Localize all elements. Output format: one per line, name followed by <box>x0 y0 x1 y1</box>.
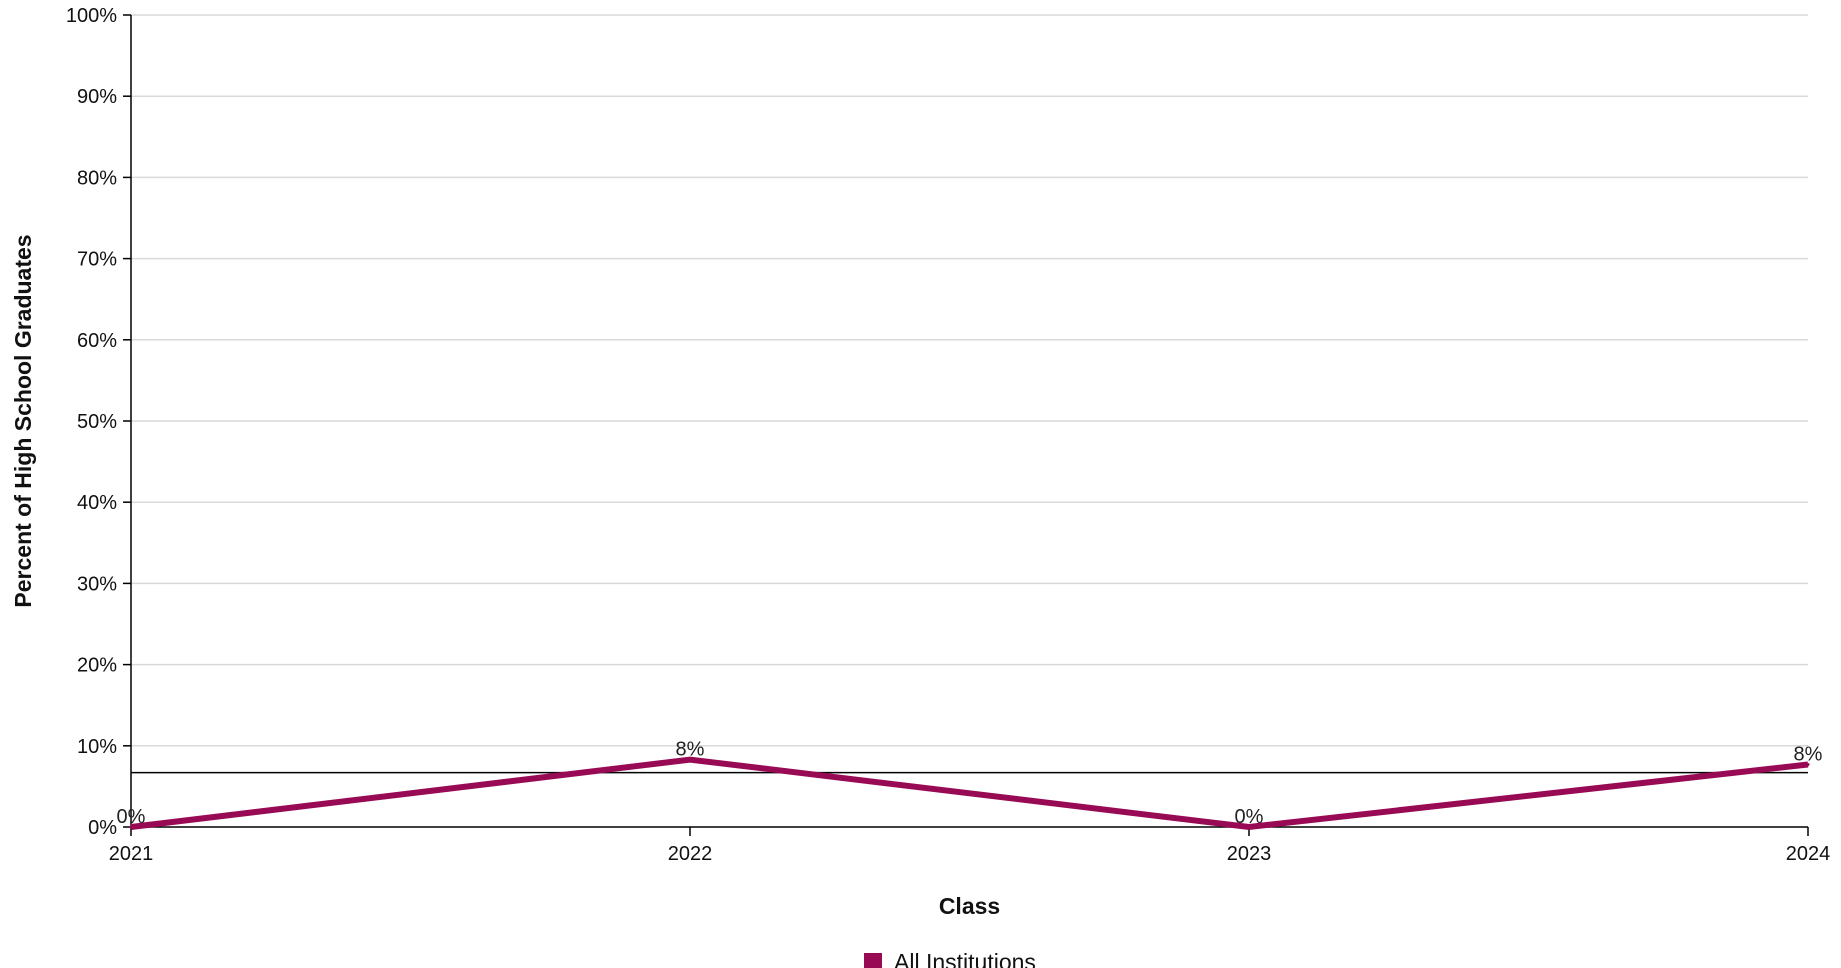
data-label: 8% <box>676 739 705 761</box>
data-label: 0% <box>1235 806 1264 828</box>
y-tick-label: 0% <box>88 817 117 839</box>
x-tick-label: 2021 <box>109 843 154 865</box>
y-tick-label: 10% <box>77 736 117 758</box>
data-label: 8% <box>1794 743 1823 765</box>
data-label: 0% <box>117 806 146 828</box>
data-labels: 0% 8% 0% 8% <box>117 739 1823 828</box>
x-axis-title: Class <box>939 893 1000 919</box>
legend-swatch <box>864 953 882 968</box>
series-line <box>131 760 1808 827</box>
x-axis: 2021 2022 2023 2024 <box>109 827 1831 865</box>
x-tick-label: 2022 <box>668 843 713 865</box>
series-layer <box>130 758 1810 828</box>
legend-label: All Institutions <box>894 949 1036 968</box>
legend: All Institutions <box>864 949 1036 968</box>
x-tick-label: 2024 <box>1786 843 1831 865</box>
y-axis-title: Percent of High School Graduates <box>10 234 36 607</box>
y-axis: 0% 10% 20% 30% 40% 50% 60% 70% 80% 90% 100% <box>66 5 131 839</box>
y-tick-label: 60% <box>77 330 117 352</box>
y-tick-label: 30% <box>77 573 117 595</box>
y-tick-label: 100% <box>66 5 117 27</box>
y-tick-label: 90% <box>77 86 117 108</box>
grid-lines <box>131 15 1808 746</box>
y-tick-label: 50% <box>77 411 117 433</box>
y-tick-label: 40% <box>77 492 117 514</box>
x-tick-label: 2023 <box>1227 843 1272 865</box>
y-tick-label: 80% <box>77 167 117 189</box>
y-tick-label: 20% <box>77 655 117 677</box>
y-tick-label: 70% <box>77 249 117 271</box>
